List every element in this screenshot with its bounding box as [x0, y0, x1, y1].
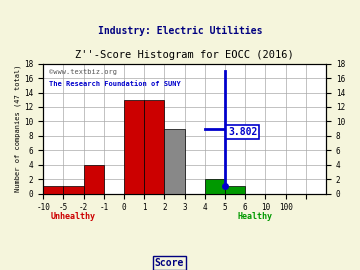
Text: Healthy: Healthy	[238, 212, 273, 221]
Bar	[124, 100, 144, 194]
Bar	[63, 187, 84, 194]
Bar	[43, 187, 63, 194]
Bar	[144, 100, 165, 194]
Text: Unhealthy: Unhealthy	[51, 212, 96, 221]
Bar	[205, 179, 225, 194]
Y-axis label: Number of companies (47 total): Number of companies (47 total)	[15, 65, 22, 193]
Text: The Research Foundation of SUNY: The Research Foundation of SUNY	[49, 81, 181, 87]
Text: Industry: Electric Utilities: Industry: Electric Utilities	[98, 26, 262, 36]
Text: Score: Score	[154, 258, 184, 268]
Bar	[225, 187, 245, 194]
Bar	[165, 129, 185, 194]
Title: Z''-Score Histogram for EOCC (2016): Z''-Score Histogram for EOCC (2016)	[75, 50, 294, 60]
Text: 3.802: 3.802	[228, 127, 257, 137]
Bar	[84, 165, 104, 194]
Text: ©www.textbiz.org: ©www.textbiz.org	[49, 69, 117, 75]
